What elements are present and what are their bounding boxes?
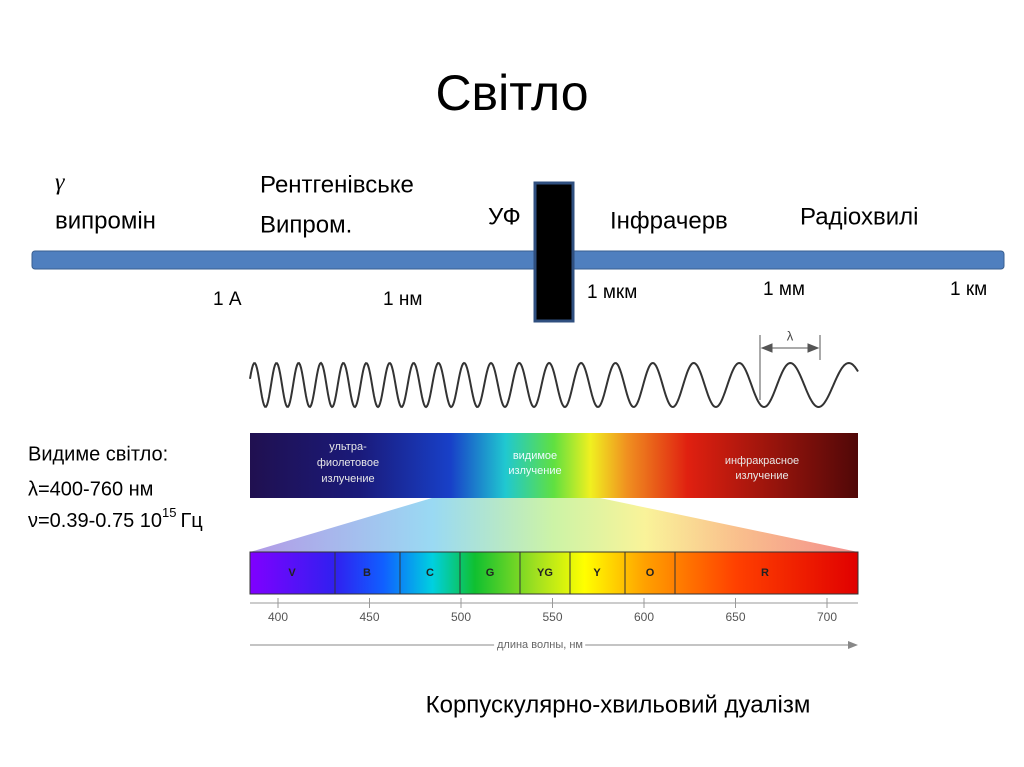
visible-marker	[533, 181, 575, 323]
tick-label: 550	[542, 610, 562, 624]
scale-mark: 1 А	[213, 289, 242, 310]
tick-label: 450	[359, 610, 379, 624]
band-dividers	[334, 552, 676, 594]
tick-label: 650	[725, 610, 745, 624]
visible-frequency: ν=0.39-0.75 1015 Гц	[28, 505, 203, 532]
region-label: УФ	[488, 203, 521, 230]
band-label: инфракрасное	[725, 455, 799, 467]
region-label: випромін	[55, 207, 156, 234]
slide-title: Світло	[435, 65, 588, 121]
color-letter: V	[288, 567, 296, 579]
band-label: излучение	[321, 473, 374, 485]
band-label: излучение	[508, 465, 561, 477]
band-label: фиолетовое	[317, 457, 379, 469]
em-bar	[250, 433, 858, 498]
region-label: Рентгенівське	[260, 171, 414, 198]
color-letter: O	[646, 567, 655, 579]
scale-mark: 1 мм	[763, 279, 805, 300]
visible-wavelength: λ=400-760 нм	[28, 478, 153, 500]
spectrum-bar	[249, 551, 859, 595]
caption: Корпускулярно-хвильовий дуалізм	[426, 691, 811, 718]
scale-mark: 1 км	[950, 279, 987, 300]
lambda-symbol: λ	[787, 328, 794, 343]
tick-label: 700	[817, 610, 837, 624]
band-label: ультра-	[329, 441, 367, 453]
scale-mark: 1 нм	[383, 289, 422, 310]
region-label: Інфрачерв	[610, 207, 728, 234]
lambda-indicator	[759, 335, 821, 400]
scale-mark: 1 мкм	[587, 282, 637, 303]
color-letter: G	[486, 567, 495, 579]
visible-heading: Видиме світло:	[28, 443, 168, 465]
tick-label: 500	[451, 610, 471, 624]
color-letter: Y	[593, 567, 601, 579]
spectrum-fan	[250, 498, 858, 552]
color-letter: R	[761, 567, 769, 579]
color-letter: B	[363, 567, 371, 579]
band-label: излучение	[735, 470, 788, 482]
color-letter: YG	[537, 567, 553, 579]
band-label: видимое	[513, 450, 557, 462]
color-letter: C	[426, 567, 434, 579]
wave	[249, 361, 859, 409]
scale-bar	[31, 250, 1005, 270]
tick-label: 600	[634, 610, 654, 624]
region-label: Випром.	[260, 211, 352, 238]
tick-label: 400	[268, 610, 288, 624]
region-label: Радіохвилі	[800, 203, 918, 230]
axis-label: длина волны, нм	[497, 639, 583, 651]
region-label: γ	[55, 170, 65, 196]
axis-arrowhead	[848, 641, 858, 649]
